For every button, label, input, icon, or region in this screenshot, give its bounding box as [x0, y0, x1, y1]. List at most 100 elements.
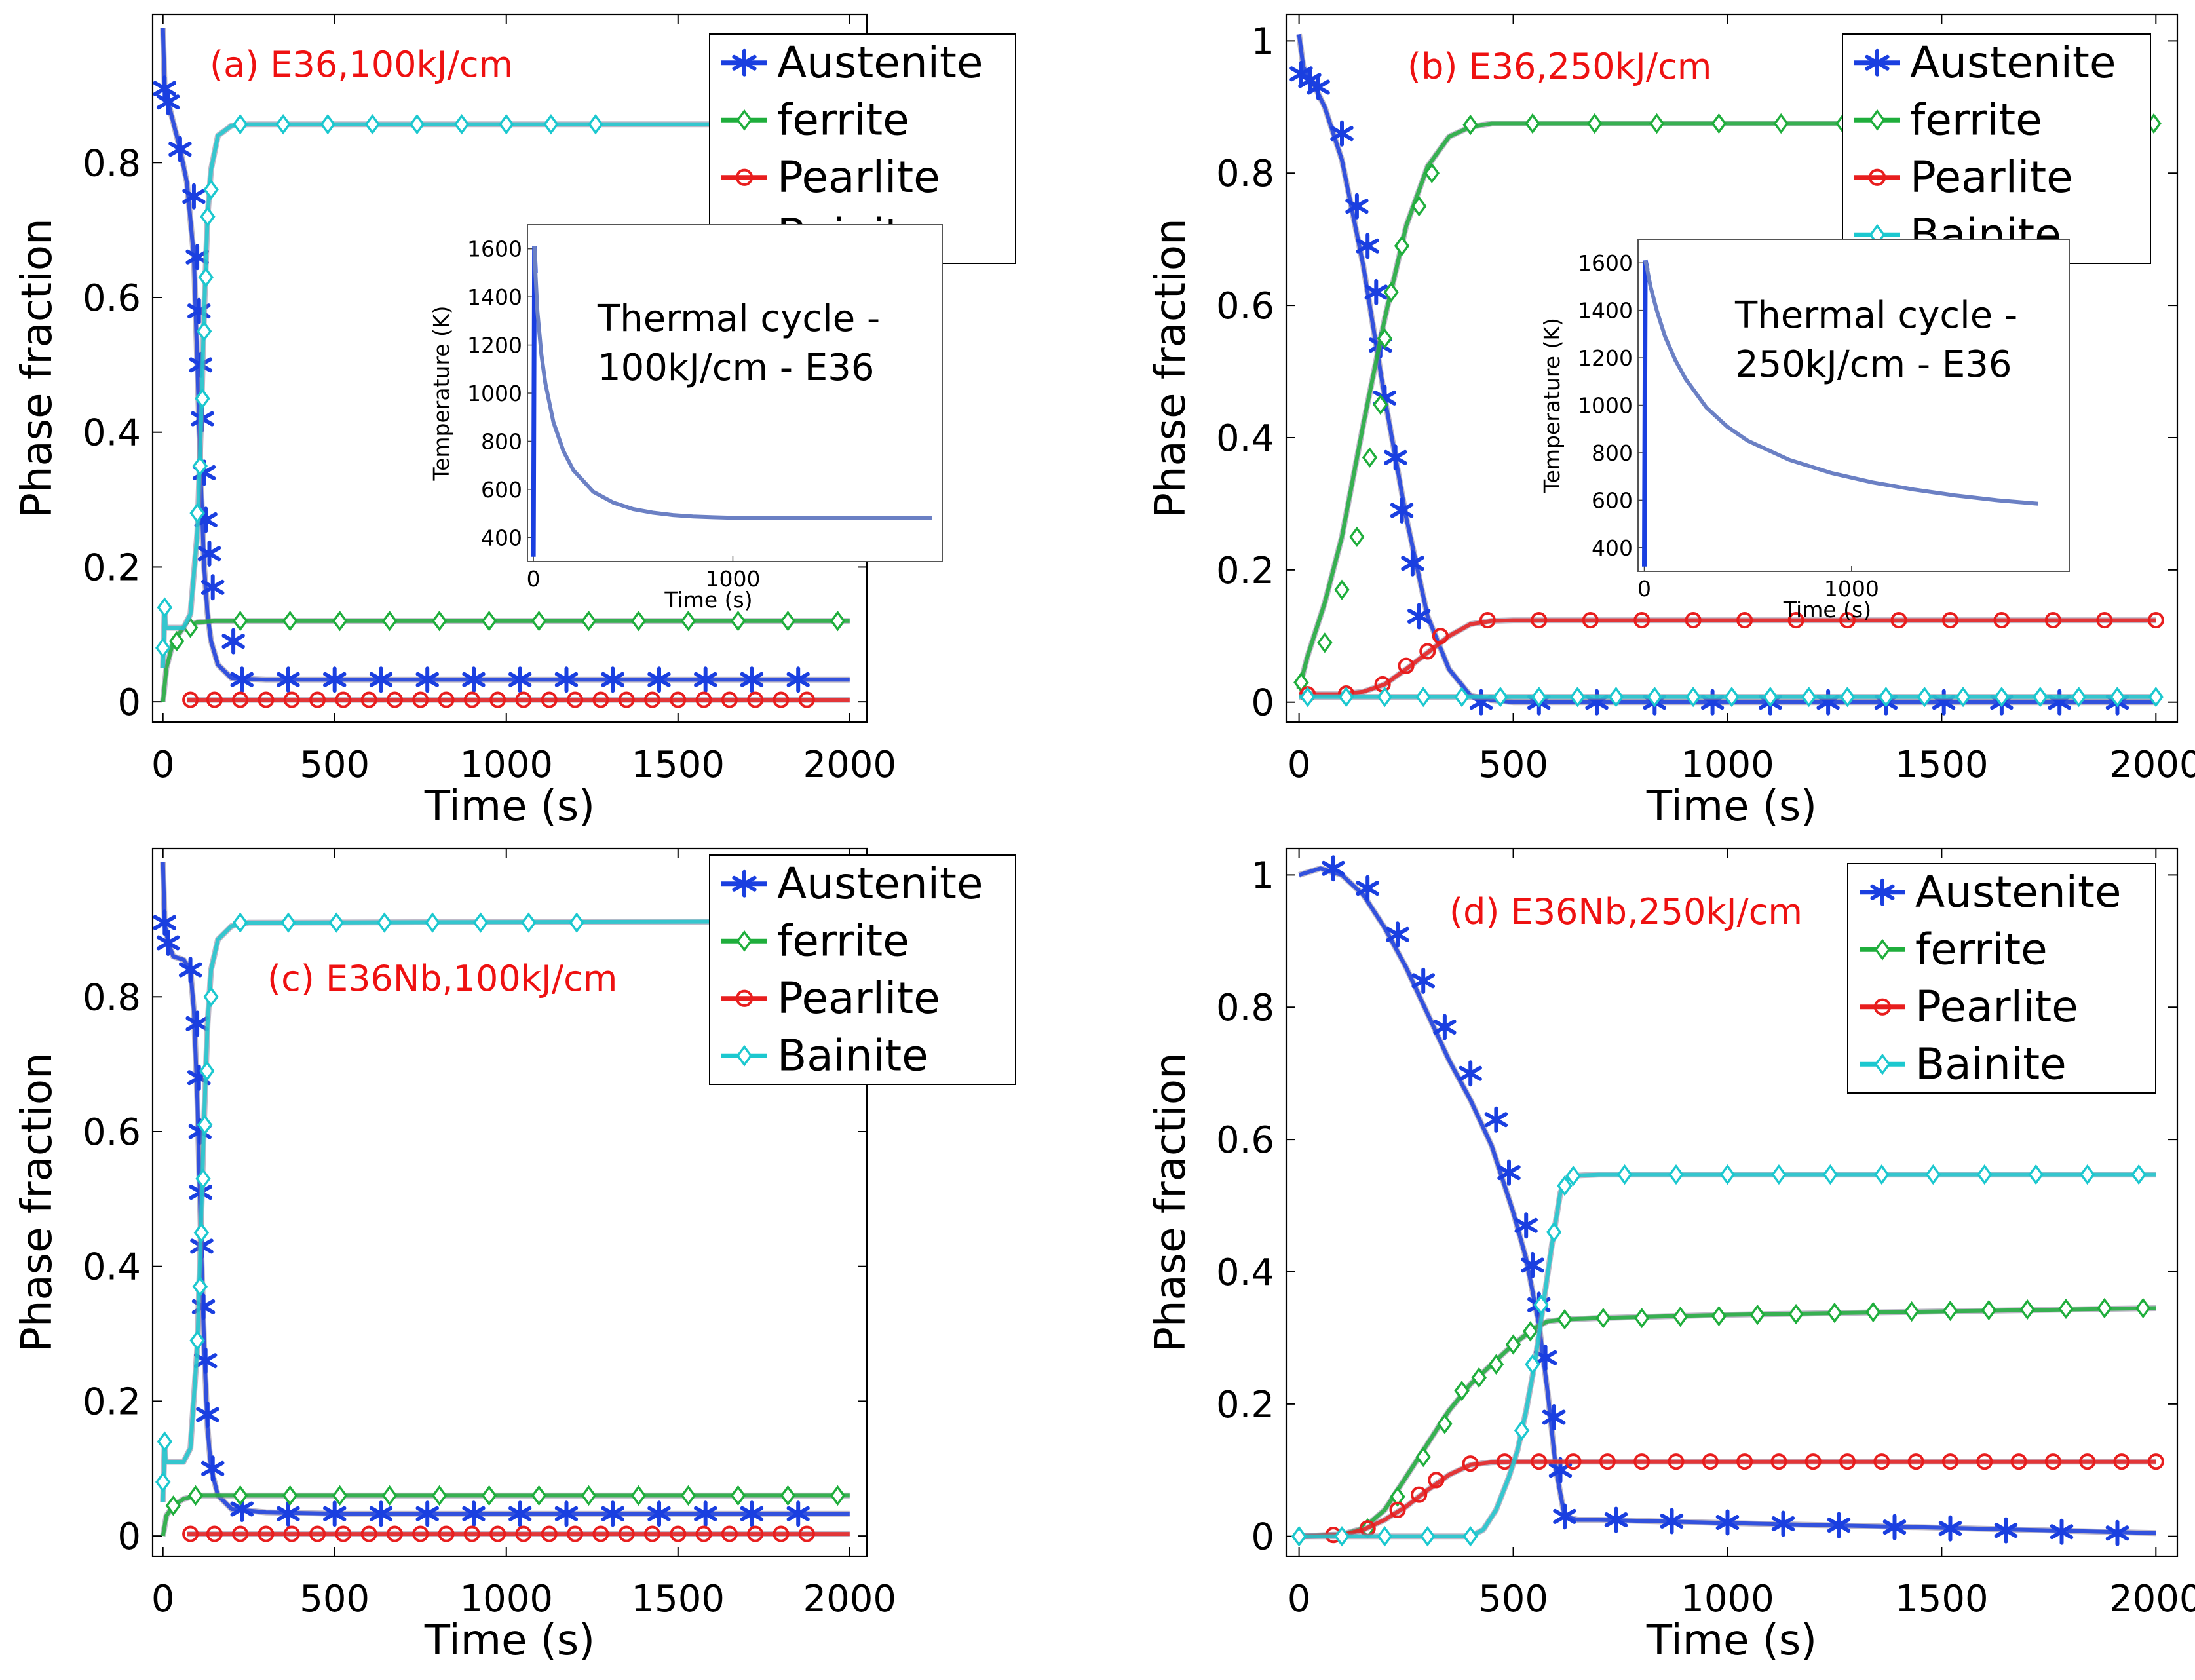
marker-ferrite: [1488, 1354, 1504, 1375]
marker-bainite: [1569, 686, 1586, 708]
marker-pearlite: [773, 691, 790, 708]
x-tick-label: 0: [151, 744, 175, 786]
marker-pearlite: [618, 1525, 635, 1542]
marker-austenite: [1459, 1060, 1482, 1087]
marker-pearlite: [412, 1525, 429, 1542]
x-tick-label: 0: [1288, 1578, 1311, 1620]
marker-austenite: [740, 1500, 764, 1527]
marker-ferrite: [1865, 1301, 1881, 1323]
series-line-bainite: [1299, 1172, 2156, 1538]
marker-austenite: [1553, 1503, 1576, 1530]
marker-pearlite: [1839, 612, 1856, 629]
marker-bainite: [1874, 1164, 1890, 1185]
marker-ferrite: [630, 611, 647, 632]
y-tick-label: 0.2: [83, 546, 141, 589]
legend-box: [709, 854, 1016, 1085]
marker-bainite: [2109, 686, 2126, 708]
marker-bainite: [189, 1330, 205, 1351]
marker-pearlite: [1736, 1453, 1753, 1470]
series-line-shadow: [1299, 1305, 2156, 1540]
y-axis-label: Phase fraction: [1147, 218, 1195, 518]
plot-area: [1291, 855, 2164, 1547]
marker-bainite: [425, 912, 440, 933]
inset-y-tick-label: 1000: [1578, 393, 1633, 419]
y-tick-label: 0: [117, 681, 141, 724]
marker-austenite: [647, 666, 671, 693]
marker-bainite: [2071, 686, 2087, 708]
marker-ferrite: [1383, 282, 1399, 303]
panel-annotation: (d) E36Nb,250kJ/cm: [1449, 891, 1803, 932]
x-tick-label: 1500: [632, 744, 725, 786]
legend-label-austenite: Austenite: [777, 858, 983, 909]
inset-y-tick-label: 600: [481, 477, 522, 503]
marker-austenite: [369, 1500, 393, 1527]
marker-pearlite: [798, 691, 815, 708]
marker-bainite: [155, 638, 171, 659]
marker-ferrite: [531, 611, 547, 632]
marker-pearlite: [1419, 643, 1436, 660]
marker-ferrite: [1942, 1300, 1958, 1322]
marker-ferrite: [1711, 113, 1727, 134]
marker-bainite: [1565, 1165, 1581, 1187]
x-tick-label: 1500: [1895, 1578, 1989, 1620]
marker-pearlite: [1531, 1453, 1548, 1470]
marker-pearlite: [1389, 1501, 1406, 1518]
series-pearlite: [1299, 1453, 2164, 1544]
marker-austenite: [1660, 1508, 1684, 1535]
marker-pearlite: [1702, 1453, 1719, 1470]
marker-bainite: [1415, 686, 1431, 708]
marker-ferrite: [680, 1485, 697, 1506]
marker-austenite: [201, 1455, 225, 1482]
marker-pearlite: [489, 691, 506, 708]
marker-ferrite: [1471, 1367, 1487, 1388]
marker-bainite: [1546, 1221, 1562, 1243]
y-tick-label: 1: [1251, 854, 1274, 897]
marker-bainite: [364, 113, 381, 135]
marker-bainite: [2148, 686, 2164, 708]
x-tick-label: 2000: [2109, 1578, 2195, 1620]
plot-area: [153, 862, 850, 1542]
marker-austenite: [1542, 1404, 1566, 1430]
marker-bainite: [1917, 686, 1932, 708]
marker-pearlite: [463, 691, 480, 708]
marker-bainite: [1839, 686, 1856, 708]
marker-ferrite: [1827, 1302, 1842, 1324]
marker-pearlite: [2010, 1453, 2027, 1470]
marker-austenite: [601, 1500, 624, 1527]
y-axis-label: Phase fraction: [1147, 1052, 1195, 1352]
marker-ferrite: [1903, 1301, 1920, 1322]
panel-a: 0 500 1000 1500 2000 0 0.2 0.4 0.6 0.8 Time (s) Pha…: [13, 13, 1016, 831]
inset-y-tick-label: 400: [1592, 535, 1633, 561]
marker-bainite: [320, 113, 336, 135]
marker-bainite: [328, 912, 345, 933]
series-bainite: [155, 113, 850, 668]
marker-austenite: [277, 1500, 300, 1527]
y-axis-label: Phase fraction: [13, 218, 62, 518]
marker-pearlite: [1770, 1453, 1787, 1470]
marker-austenite: [153, 75, 177, 102]
x-tick-label: 500: [1478, 744, 1548, 786]
inset-y-tick-label: 800: [1592, 440, 1633, 466]
x-axis-label: Time (s): [424, 782, 595, 831]
marker-bainite: [1493, 686, 1508, 708]
marker-ferrite: [1424, 162, 1440, 183]
marker-austenite: [230, 666, 254, 693]
marker-bainite: [192, 1276, 208, 1297]
inset-y-tick-label: 1400: [1578, 298, 1633, 324]
legend-marker-bainite: [736, 1044, 753, 1067]
marker-bainite: [232, 113, 248, 135]
marker-austenite: [1411, 967, 1435, 994]
marker-bainite: [2079, 1164, 2095, 1185]
marker-bainite: [1291, 1526, 1307, 1547]
marker-bainite: [1533, 1294, 1549, 1316]
legend-marker-pearlite: [1873, 998, 1892, 1016]
marker-austenite: [694, 666, 717, 693]
marker-bainite: [275, 113, 291, 135]
marker-bainite: [2033, 686, 2048, 708]
marker-bainite: [197, 1115, 213, 1136]
marker-ferrite: [282, 1485, 298, 1506]
inset-y-tick-label: 1600: [467, 237, 522, 262]
x-axis-label: Time (s): [424, 1616, 595, 1665]
